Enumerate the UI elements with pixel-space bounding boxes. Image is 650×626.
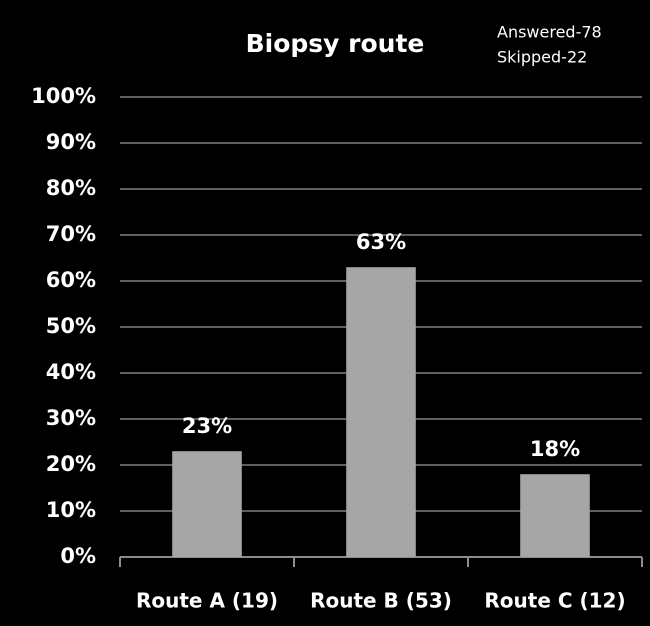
- y-tick-label: 50%: [46, 314, 96, 338]
- y-tick-label: 60%: [46, 268, 96, 292]
- y-tick-label: 20%: [46, 452, 96, 476]
- y-tick-label: 100%: [31, 84, 96, 108]
- y-tick-label: 40%: [46, 360, 96, 384]
- chart-title: Biopsy route: [246, 29, 425, 58]
- y-tick-label: 80%: [46, 176, 96, 200]
- bar: [346, 267, 416, 557]
- x-tick-label: Route A (19): [136, 589, 278, 613]
- data-label: 18%: [530, 437, 580, 461]
- x-tick-label: Route C (12): [484, 589, 625, 613]
- y-tick-label: 0%: [60, 544, 96, 568]
- y-tick-label: 70%: [46, 222, 96, 246]
- x-tick-label: Route B (53): [310, 589, 452, 613]
- y-tick-label: 10%: [46, 498, 96, 522]
- annotation: Skipped-22: [497, 48, 587, 67]
- data-label: 63%: [356, 230, 406, 254]
- y-tick-label: 30%: [46, 406, 96, 430]
- y-tick-label: 90%: [46, 130, 96, 154]
- bar: [172, 451, 242, 557]
- data-label: 23%: [182, 414, 232, 438]
- bar: [520, 474, 590, 557]
- annotation: Answered-78: [497, 23, 602, 42]
